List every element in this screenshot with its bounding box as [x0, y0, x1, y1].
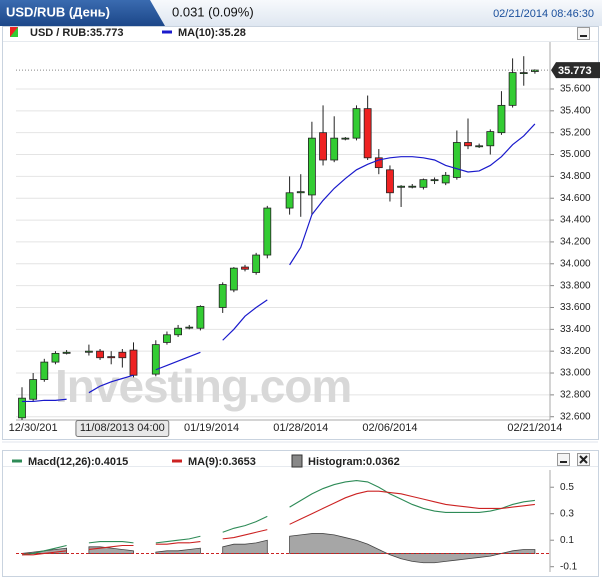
ma-line	[22, 123, 536, 403]
candle-body	[40, 361, 49, 380]
y-tick-label: 33.400	[560, 324, 591, 335]
candle-body	[475, 145, 484, 148]
candle-body	[263, 207, 272, 256]
legend-label: USD / RUB:35.773	[30, 27, 124, 39]
candle-body	[129, 349, 138, 376]
legend-label: MA(9):0.3653	[188, 456, 256, 468]
legend-label: Macd(12,26):0.4015	[28, 456, 128, 468]
y-tick-label: 34.200	[560, 237, 591, 248]
candle-body	[441, 174, 450, 184]
candle-body	[408, 185, 417, 188]
y-tick-label: 33.200	[560, 346, 591, 357]
legend-icon	[291, 454, 303, 468]
y-tick-label: 33.000	[560, 368, 591, 379]
y-tick-label: 33.600	[560, 302, 591, 313]
macd-panel	[2, 450, 599, 577]
candle-body	[252, 254, 261, 273]
legend-label: Histogram:0.0362	[308, 456, 400, 468]
datetime: 02/21/2014 08:46:30	[493, 8, 594, 20]
candle-body	[341, 137, 350, 140]
candle-body	[196, 305, 205, 329]
candle-body	[464, 142, 472, 147]
candle-body	[374, 157, 383, 169]
y-tick-label: -0.1	[560, 561, 578, 572]
candle-body	[18, 397, 26, 419]
change: 0.031 (0.09%)	[172, 4, 254, 19]
y-tick-label: 0.5	[560, 482, 574, 493]
x-tick-label: 11/08/2013 04:00	[80, 422, 165, 434]
y-tick-label: 34.400	[560, 215, 591, 226]
candle-body	[497, 104, 506, 134]
candle-body	[229, 267, 238, 291]
candle-body	[307, 137, 316, 196]
indicator-line	[21, 480, 535, 556]
candle-body	[29, 379, 38, 400]
candle-body	[185, 326, 194, 329]
x-tick-label: 02/06/2014	[362, 422, 417, 434]
header-tab	[0, 0, 165, 26]
legend-label: MA(10):35.28	[178, 27, 246, 39]
instrument-title: USD/RUB (День)	[6, 4, 110, 19]
candle-body	[430, 179, 439, 182]
candle-body	[51, 352, 60, 363]
y-tick-label: 0.1	[560, 535, 574, 546]
candle-body	[85, 350, 93, 353]
watermark: Investing.com	[55, 360, 351, 412]
y-tick-label: 32.600	[560, 411, 591, 422]
candle-body	[352, 108, 361, 139]
candle-body	[118, 351, 127, 359]
candle-body	[218, 284, 227, 308]
x-tick-label: 01/19/2014	[184, 422, 239, 434]
y-tick-label: 35.600	[560, 84, 591, 95]
candle-body	[163, 334, 171, 343]
x-tick-label: 02/21/2014	[507, 422, 562, 434]
y-tick-label: 32.800	[560, 390, 591, 401]
candle-body	[363, 108, 372, 159]
x-tick-label: 12/30/201	[9, 422, 58, 434]
candle-body	[285, 192, 294, 209]
x-tick-label: 01/28/2014	[273, 422, 328, 434]
y-tick-label: 35.400	[560, 105, 591, 116]
candle-body	[62, 351, 71, 354]
hover-date-box	[75, 420, 170, 437]
candle-body	[96, 350, 104, 359]
candle-body	[452, 142, 461, 178]
y-tick-label: 35.200	[560, 127, 591, 138]
candle-body	[486, 131, 495, 147]
close-button[interactable]	[577, 453, 590, 466]
candle-body	[107, 356, 116, 359]
candle-body	[174, 327, 183, 336]
legend-icon	[10, 27, 18, 37]
histogram-area	[21, 533, 536, 564]
price-panel	[2, 26, 599, 440]
last-price-label: 35.773	[558, 65, 592, 77]
last-price-box	[551, 62, 600, 79]
candle-body	[151, 344, 160, 375]
candle-body	[419, 179, 428, 188]
candle-body	[330, 137, 339, 161]
candle-body	[397, 185, 406, 188]
y-tick-label: 34.600	[560, 193, 591, 204]
candle-body	[319, 132, 327, 161]
indicator-line	[22, 490, 535, 556]
y-tick-label: 0.3	[560, 508, 574, 519]
y-tick-label: 34.000	[560, 258, 591, 269]
candle-body	[241, 266, 249, 270]
minimize-button[interactable]	[577, 27, 590, 40]
candle-body	[508, 72, 517, 106]
minimize-button[interactable]	[557, 453, 570, 466]
y-tick-label: 33.800	[560, 280, 591, 291]
candle-body	[519, 72, 528, 74]
candle-body	[531, 69, 539, 72]
y-tick-label: 34.800	[560, 171, 591, 182]
candle-body	[296, 191, 305, 194]
y-tick-label: 35.000	[560, 149, 591, 160]
candle-body	[386, 169, 394, 194]
